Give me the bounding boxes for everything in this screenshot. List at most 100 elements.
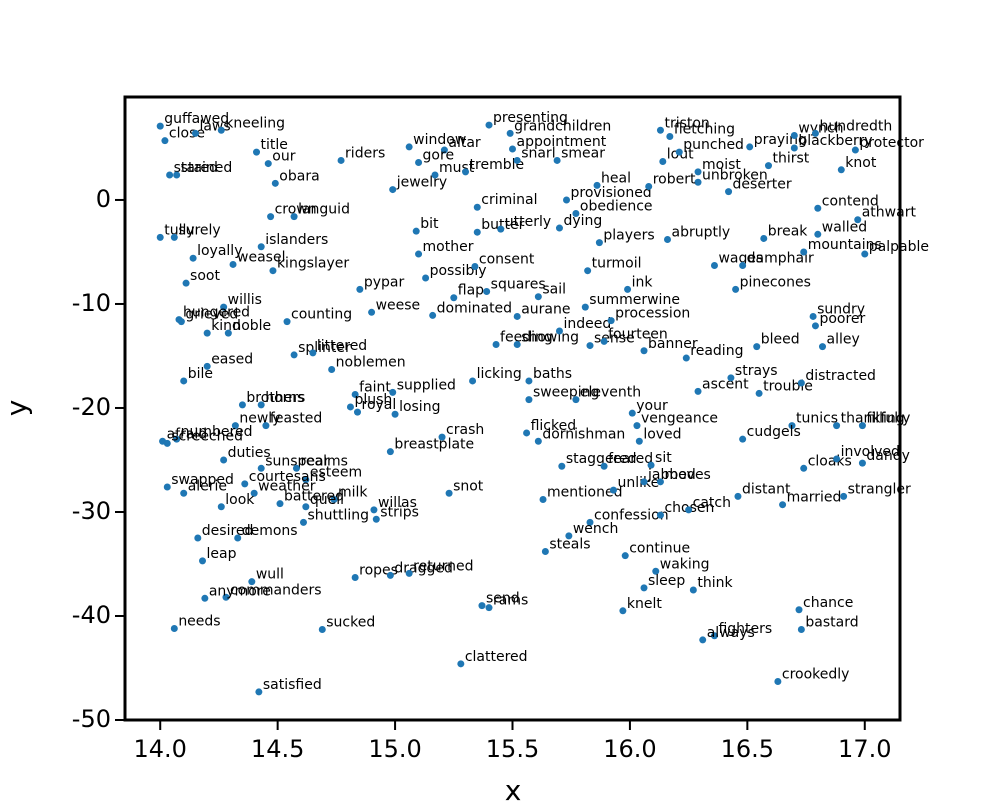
point-label: feared	[608, 451, 653, 467]
point	[457, 660, 465, 668]
point	[797, 626, 805, 634]
point-label: confession	[594, 507, 669, 523]
point	[405, 143, 413, 151]
point	[217, 126, 225, 134]
point	[450, 294, 458, 302]
point-label: screeched	[171, 428, 243, 444]
point-label: triston	[664, 115, 709, 131]
point-label: anymore	[209, 583, 271, 599]
point	[330, 496, 338, 504]
point	[299, 518, 307, 526]
point-label: knot	[845, 155, 877, 171]
point	[250, 489, 258, 497]
point-label: summerwine	[589, 292, 680, 308]
point-label: protector	[859, 135, 924, 151]
point-label: consent	[479, 252, 535, 268]
point-label: surely	[178, 222, 220, 238]
point-label: appointment	[517, 134, 607, 150]
point-label: languid	[298, 202, 350, 218]
point	[415, 159, 423, 167]
point	[800, 248, 808, 256]
y-axis-label: y	[0, 400, 33, 417]
point	[328, 365, 336, 373]
point	[694, 387, 702, 395]
point	[292, 464, 300, 472]
y-tick-label: -10	[72, 289, 111, 317]
point	[485, 121, 493, 129]
point-label: unlike	[617, 475, 659, 491]
point-label: dandy	[866, 448, 910, 464]
point-label: robert	[653, 171, 696, 187]
point-label: bit	[420, 216, 439, 232]
point-label: distracted	[805, 368, 876, 384]
point	[389, 388, 397, 396]
point	[431, 171, 439, 179]
point	[727, 374, 735, 382]
point	[811, 322, 819, 330]
point	[156, 122, 164, 130]
point-label: moves	[664, 467, 710, 483]
point-label: tully	[164, 222, 194, 238]
point	[199, 557, 206, 565]
point	[203, 362, 211, 370]
point	[861, 250, 869, 258]
point-label: crown	[275, 202, 317, 218]
point-label: tunics	[796, 411, 838, 427]
point-label: satisfied	[263, 677, 322, 693]
point	[220, 303, 228, 311]
point	[586, 342, 594, 350]
point	[191, 129, 199, 137]
point-label: leap	[207, 546, 237, 562]
x-tick-label: 14.0	[134, 735, 187, 763]
point	[264, 160, 272, 168]
point-label: mother	[423, 239, 474, 255]
point-label: returned	[413, 558, 473, 574]
point	[473, 228, 481, 236]
point	[283, 318, 291, 326]
point-label: mountains	[808, 237, 882, 253]
point	[694, 178, 702, 186]
point	[652, 567, 660, 575]
point	[290, 351, 298, 359]
point	[513, 341, 521, 349]
point-label: sleep	[648, 573, 685, 589]
point	[739, 261, 747, 269]
point	[647, 461, 655, 469]
point-label: distant	[742, 481, 791, 497]
point	[255, 688, 263, 696]
point	[438, 433, 446, 441]
point	[370, 506, 378, 514]
point-label: involved	[841, 444, 900, 460]
point	[607, 317, 615, 325]
point	[755, 389, 763, 397]
point	[217, 503, 225, 511]
point-label: supplied	[397, 377, 456, 393]
point-label: alerie	[188, 478, 227, 494]
point	[809, 312, 817, 320]
point-label: filling	[866, 411, 904, 427]
point	[163, 439, 171, 447]
point-label: battered	[284, 489, 344, 505]
point	[231, 422, 239, 430]
point-label: realms	[300, 453, 347, 469]
point-label: kind	[211, 318, 241, 334]
point-label: licking	[477, 366, 522, 382]
point-label: weather	[258, 478, 316, 494]
point	[478, 602, 486, 610]
point	[833, 455, 841, 463]
point-label: plush	[354, 392, 392, 408]
point-label: vengeance	[641, 411, 718, 427]
point	[790, 144, 798, 152]
point-label: flap	[458, 283, 484, 299]
point	[837, 166, 845, 174]
point	[739, 435, 747, 443]
point	[257, 243, 265, 251]
point	[833, 422, 841, 430]
point-label: hungered	[183, 305, 250, 321]
point-label: duties	[228, 445, 271, 461]
point-label: banner	[648, 336, 698, 352]
point	[156, 233, 164, 241]
point-label: presenting	[493, 110, 568, 126]
point	[497, 225, 505, 233]
